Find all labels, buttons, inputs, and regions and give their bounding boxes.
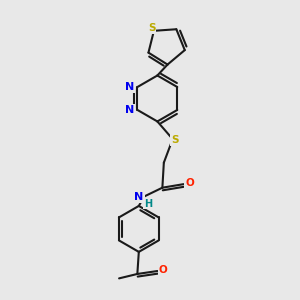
Text: S: S: [171, 135, 178, 145]
Text: N: N: [124, 105, 134, 115]
Text: O: O: [159, 265, 168, 275]
Text: N: N: [124, 82, 134, 92]
Text: S: S: [148, 23, 155, 34]
Text: O: O: [185, 178, 194, 188]
Text: N: N: [134, 192, 144, 202]
Text: H: H: [144, 199, 152, 208]
